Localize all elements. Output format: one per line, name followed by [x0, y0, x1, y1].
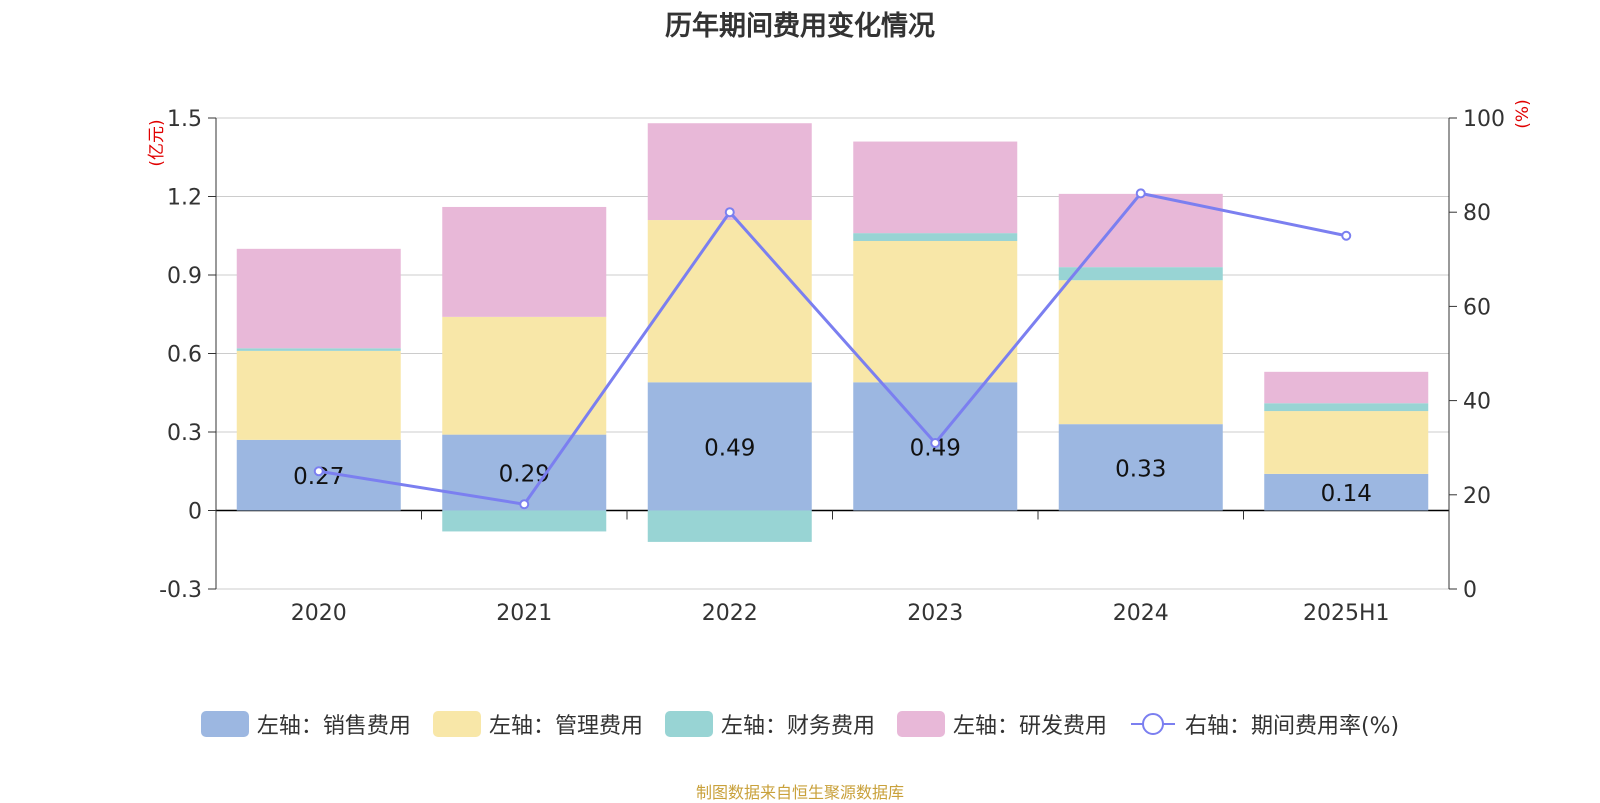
- x-axis-category-label: 2023: [907, 601, 963, 626]
- legend-item-finance[interactable]: 左轴：财务费用: [664, 708, 875, 740]
- legend-label-sales: 左轴：销售费用: [256, 714, 411, 739]
- right-axis-tick-label: 20: [1463, 484, 1491, 509]
- bar-data-label: 0.33: [1115, 456, 1166, 482]
- expense-rate-point: [1135, 188, 1146, 199]
- bar-segment-s3: [647, 123, 812, 221]
- legend-item-sales[interactable]: 左轴：销售费用: [200, 708, 411, 740]
- bar-segment-s1: [442, 316, 607, 435]
- legend-item-management[interactable]: 左轴：管理费用: [432, 708, 643, 740]
- expense-rate-point: [724, 207, 735, 218]
- bar-segment-s0: [1058, 424, 1223, 511]
- legend-swatch-management: [432, 711, 481, 737]
- left-axis-tick-label: 0.3: [167, 421, 202, 446]
- left-axis-tick-label: 1.5: [167, 107, 202, 132]
- bar-segment-s3: [442, 206, 607, 317]
- x-axis-category-label: 2022: [702, 601, 758, 626]
- bar-segment-s1: [1264, 411, 1429, 474]
- legend-swatch-finance: [664, 711, 713, 737]
- bar-data-label: 0.29: [499, 462, 550, 488]
- expense-rate-point: [519, 499, 530, 510]
- bar-segment-s0: [647, 382, 812, 511]
- bar-segment-s1: [1058, 280, 1223, 425]
- bar-segment-s1: [853, 240, 1018, 383]
- chart-legend: 左轴：销售费用 左轴：管理费用 左轴：财务费用 左轴：研发费用 右轴：期间费用率…: [0, 708, 1600, 740]
- left-axis-tick-label: 0: [188, 500, 202, 525]
- left-axis-tick-label: -0.3: [159, 578, 202, 603]
- source-note: 制图数据来自恒生聚源数据库: [695, 783, 904, 802]
- expense-rate-point: [1341, 230, 1352, 241]
- bar-segment-s0: [442, 434, 607, 511]
- bar-segment-s2: [853, 233, 1018, 241]
- bar-segment-s3: [1264, 371, 1429, 404]
- left-axis-tick-label: 0.6: [167, 343, 202, 368]
- legend-swatch-sales: [200, 711, 249, 737]
- bar-segment-s3: [853, 141, 1018, 234]
- left-axis-tick-label: 1.2: [167, 186, 202, 211]
- x-axis-category-label: 2020: [291, 601, 347, 626]
- bar-segment-s1: [647, 220, 812, 383]
- bar-data-label: 0.14: [1321, 481, 1372, 507]
- left-axis-tick-label: 0.9: [167, 264, 202, 289]
- bar-segment-s2: [236, 348, 401, 351]
- bar-segment-s2: [442, 510, 607, 532]
- right-axis-tick-label: 80: [1463, 201, 1491, 226]
- bar-segment-s3: [236, 248, 401, 349]
- bar-segment-s0: [1264, 473, 1429, 511]
- legend-label-management: 左轴：管理费用: [488, 714, 643, 739]
- expense-rate-point: [930, 437, 941, 448]
- right-axis-tick-label: 60: [1463, 295, 1491, 320]
- legend-item-rnd[interactable]: 左轴：研发费用: [896, 708, 1107, 740]
- legend-swatch-rnd: [896, 711, 945, 737]
- bar-segment-s2: [1058, 267, 1223, 281]
- bar-segment-s2: [647, 510, 812, 542]
- chart-canvas: -0.3 0 0.3 0.6 0.9 1.2 1.5 0 20 40 60 80 100 (亿元) (%) 0…: [147, 99, 1533, 626]
- right-axis-unit-label: (%): [1513, 99, 1533, 128]
- right-axis-tick-label: 0: [1463, 578, 1477, 603]
- legend-label-rnd: 左轴：研发费用: [952, 714, 1107, 739]
- chart-title: 历年期间费用变化情况: [665, 11, 935, 42]
- expense-rate-line: [318, 191, 1347, 506]
- legend-label-finance: 左轴：财务费用: [720, 714, 875, 739]
- right-axis-tick-label: 100: [1463, 107, 1505, 132]
- right-axis-tick-label: 40: [1463, 390, 1491, 415]
- legend-label-expense-rate: 右轴：期间费用率(%): [1184, 714, 1400, 739]
- left-axis-unit-label: (亿元): [147, 119, 167, 166]
- bar-segment-s2: [1264, 403, 1429, 412]
- x-axis-category-label: 2021: [496, 601, 552, 626]
- bar-segment-s1: [236, 350, 401, 440]
- x-axis-category-label: 2025H1: [1303, 601, 1390, 626]
- legend-item-expense-rate[interactable]: 右轴：期间费用率(%): [1129, 708, 1399, 740]
- x-axis-category-label: 2024: [1113, 601, 1169, 626]
- expense-rate-point: [313, 466, 324, 477]
- bar-data-label: 0.49: [704, 435, 755, 461]
- legend-swatch-expense-rate: [1130, 713, 1175, 735]
